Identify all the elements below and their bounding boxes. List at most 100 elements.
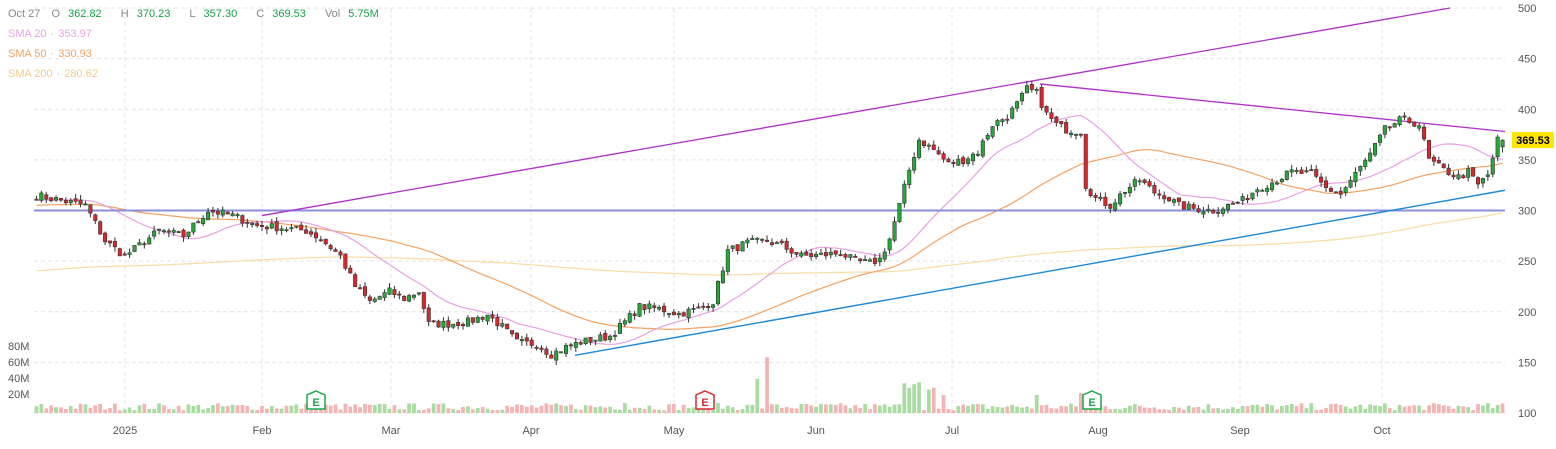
candle-body[interactable] xyxy=(1446,167,1451,176)
candle-body[interactable] xyxy=(225,211,230,215)
candle-body[interactable] xyxy=(456,321,461,326)
candle-body[interactable] xyxy=(49,197,54,201)
candle-body[interactable] xyxy=(598,334,603,342)
candle-body[interactable] xyxy=(1471,167,1476,177)
candle-body[interactable] xyxy=(230,213,235,217)
candle-body[interactable] xyxy=(1044,106,1049,113)
candle-body[interactable] xyxy=(1078,133,1083,136)
candle-body[interactable] xyxy=(240,215,245,224)
candle-body[interactable] xyxy=(985,134,990,140)
candle-body[interactable] xyxy=(1343,187,1348,193)
rising-resistance-line[interactable] xyxy=(261,7,1451,217)
candle-body[interactable] xyxy=(309,231,314,235)
candle-body[interactable] xyxy=(1289,169,1294,173)
candle-body[interactable] xyxy=(166,230,171,233)
candle-body[interactable] xyxy=(1436,160,1441,164)
candle-body[interactable] xyxy=(539,347,544,350)
candle-body[interactable] xyxy=(480,316,485,320)
candle-body[interactable] xyxy=(407,295,412,302)
candle-body[interactable] xyxy=(632,313,637,316)
candle-body[interactable] xyxy=(1098,196,1103,200)
candle-body[interactable] xyxy=(573,341,578,348)
candle-body[interactable] xyxy=(1211,210,1216,214)
candle-body[interactable] xyxy=(1093,195,1098,198)
candle-body[interactable] xyxy=(617,322,622,334)
candle-body[interactable] xyxy=(1054,116,1059,123)
candle-body[interactable] xyxy=(872,257,877,264)
candle-body[interactable] xyxy=(853,255,858,258)
candle-body[interactable] xyxy=(975,153,980,156)
candle-body[interactable] xyxy=(117,248,122,257)
candle-body[interactable] xyxy=(54,197,59,201)
candle-body[interactable] xyxy=(931,144,936,150)
candle-body[interactable] xyxy=(1387,126,1392,129)
support-trend-line[interactable] xyxy=(574,189,1506,356)
candle-body[interactable] xyxy=(63,200,68,204)
candle-body[interactable] xyxy=(554,350,559,361)
candle-body[interactable] xyxy=(563,344,569,354)
candle-body[interactable] xyxy=(284,229,289,232)
candle-body[interactable] xyxy=(245,221,250,224)
candle-body[interactable] xyxy=(1015,101,1020,109)
candle-body[interactable] xyxy=(58,198,63,201)
candle-body[interactable] xyxy=(1426,140,1432,159)
candle-body[interactable] xyxy=(1132,179,1137,187)
candle-body[interactable] xyxy=(1049,112,1054,119)
candle-body[interactable] xyxy=(451,323,456,328)
candle-body[interactable] xyxy=(1299,169,1304,174)
candle-body[interactable] xyxy=(431,320,436,323)
candle-body[interactable] xyxy=(259,225,265,228)
candle-body[interactable] xyxy=(157,228,162,231)
candle-body[interactable] xyxy=(235,214,240,217)
candle-body[interactable] xyxy=(1186,203,1191,210)
candle-body[interactable] xyxy=(1162,195,1167,200)
candle-body[interactable] xyxy=(613,335,618,337)
candle-body[interactable] xyxy=(1358,166,1363,172)
candle-body[interactable] xyxy=(333,249,338,252)
candle-body[interactable] xyxy=(887,238,892,251)
candle-body[interactable] xyxy=(858,258,863,262)
candle-body[interactable] xyxy=(809,253,814,258)
candle-body[interactable] xyxy=(1485,174,1490,177)
trend-lines[interactable] xyxy=(34,7,1506,356)
candle-body[interactable] xyxy=(1024,85,1029,94)
candle-body[interactable] xyxy=(1191,204,1196,209)
candle-body[interactable] xyxy=(1167,197,1172,202)
candle-body[interactable] xyxy=(171,230,176,233)
candle-body[interactable] xyxy=(1338,190,1343,195)
candle-body[interactable] xyxy=(1333,191,1338,194)
candle-body[interactable] xyxy=(1260,189,1265,192)
candle-body[interactable] xyxy=(823,252,828,257)
candle-body[interactable] xyxy=(1127,186,1132,194)
sma20-legend[interactable]: SMA 20 · 353.97 xyxy=(8,28,92,40)
candle-body[interactable] xyxy=(505,323,510,330)
candle-body[interactable] xyxy=(147,237,152,245)
candle-body[interactable] xyxy=(1010,107,1015,119)
candle-body[interactable] xyxy=(304,229,309,234)
candle-body[interactable] xyxy=(328,245,333,250)
candle-body[interactable] xyxy=(559,351,564,354)
candle-body[interactable] xyxy=(529,339,534,346)
candle-body[interactable] xyxy=(711,304,716,308)
candle-body[interactable] xyxy=(1392,123,1397,128)
candle-body[interactable] xyxy=(1029,83,1034,90)
candle-body[interactable] xyxy=(1216,211,1221,214)
candle-body[interactable] xyxy=(1412,121,1417,127)
candle-body[interactable] xyxy=(995,120,1000,126)
candle-body[interactable] xyxy=(622,320,627,325)
candle-body[interactable] xyxy=(740,241,745,252)
candle-body[interactable] xyxy=(73,198,78,202)
candle-body[interactable] xyxy=(568,344,573,347)
candle-body[interactable] xyxy=(524,337,529,342)
candle-body[interactable] xyxy=(250,222,255,226)
candle-body[interactable] xyxy=(897,202,902,222)
candle-body[interactable] xyxy=(264,226,269,230)
candle-body[interactable] xyxy=(426,307,431,322)
candle-body[interactable] xyxy=(843,254,848,258)
candle-body[interactable] xyxy=(774,242,779,244)
candle-body[interactable] xyxy=(877,257,882,263)
candle-body[interactable] xyxy=(608,335,613,340)
candle-body[interactable] xyxy=(1417,125,1422,129)
candle-body[interactable] xyxy=(220,209,225,216)
